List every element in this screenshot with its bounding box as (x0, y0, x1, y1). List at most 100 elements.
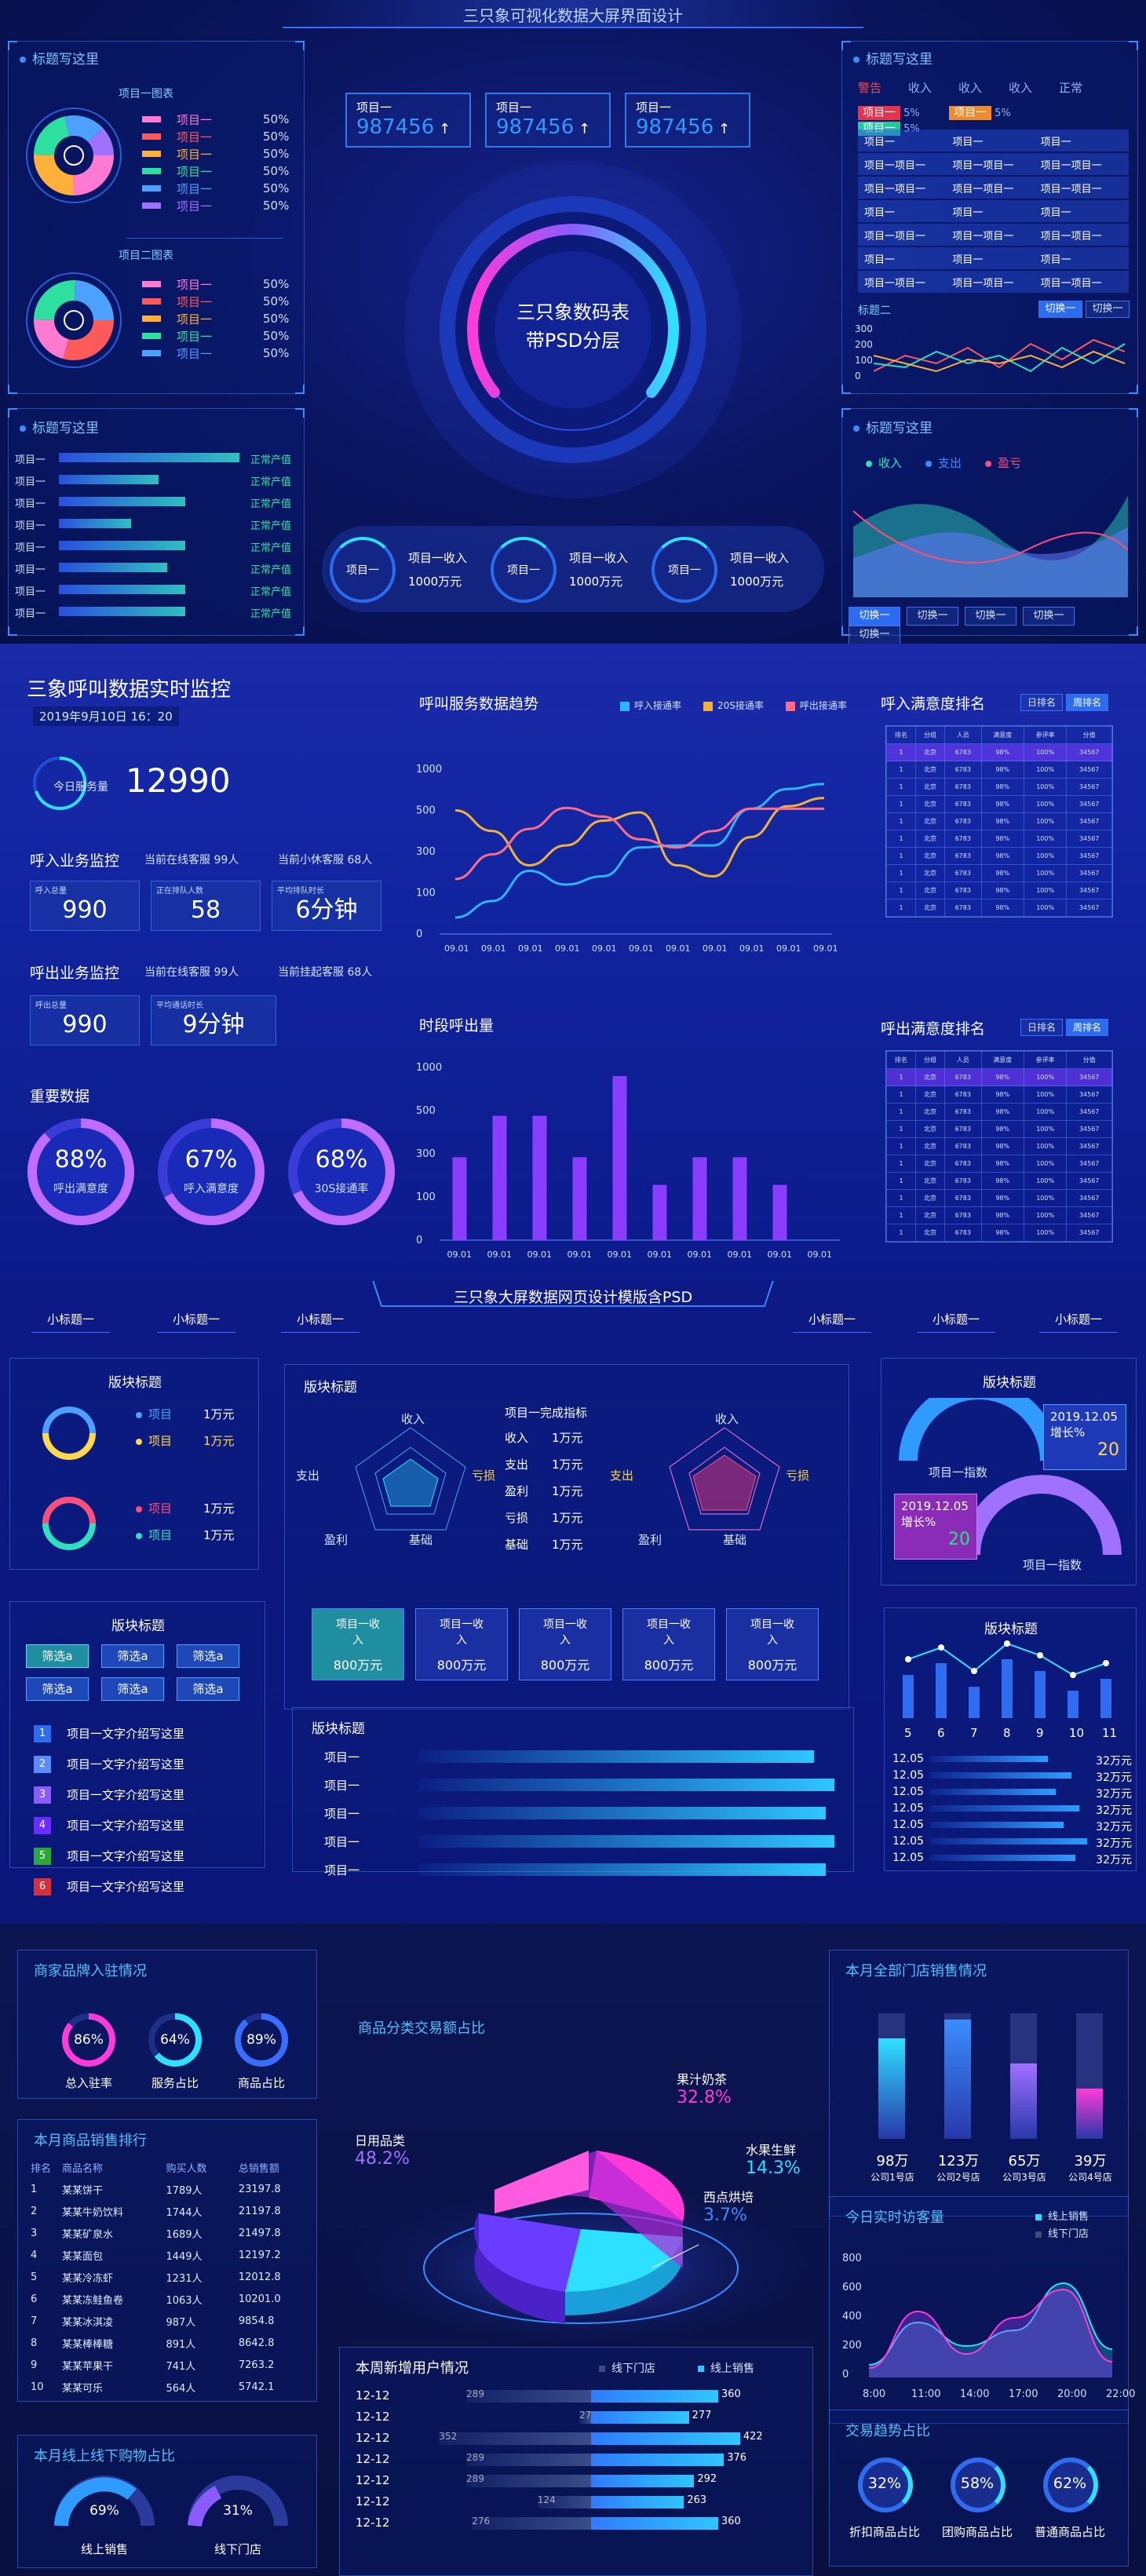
store-title: 本月全部门店销售情况 (845, 1963, 987, 1979)
switch-tab[interactable]: 切换一 (849, 626, 900, 644)
rank-row[interactable]: 1 北京 6783 98% 100% 34567 (886, 1172, 1112, 1190)
sales-cell: 8 (31, 2337, 38, 2349)
legend-label: 呼入接通率 (634, 700, 682, 711)
ring-pct: 64% (160, 2032, 190, 2048)
filter-button[interactable]: 筛选a (101, 1644, 164, 1668)
alarm-header-cell: 收入 (1009, 81, 1033, 95)
switch-tab[interactable]: 切换一 (849, 607, 900, 626)
income-box[interactable]: 项目一收入 800万元 (519, 1608, 611, 1680)
switch-tab[interactable]: 切换一 (1023, 607, 1075, 626)
subtitle-tab[interactable]: 小标题一 (281, 1311, 359, 1333)
rank-cell: 6783 (944, 881, 982, 899)
radar-chart-1 (355, 1427, 466, 1531)
filter-button[interactable]: 筛选a (177, 1644, 239, 1668)
rank-row[interactable]: 1 北京 6783 98% 100% 34567 (886, 1189, 1112, 1207)
radar-row-value: 1万元 (552, 1511, 583, 1525)
income-box[interactable]: 项目一收入 800万元 (312, 1608, 404, 1680)
bar-status: 正常产值 (250, 564, 292, 576)
sales-cell: 某某可乐 (62, 2382, 104, 2395)
intro-list-item[interactable]: 1 项目一文字介绍写这里 (34, 1718, 184, 1749)
rank-row[interactable]: 1 北京 6783 98% 100% 34567 (886, 812, 1112, 830)
switch-button[interactable]: 切换一 (1038, 301, 1082, 318)
rank-row[interactable]: 1 北京 6783 98% 100% 34567 (886, 830, 1112, 848)
alarm-header-cell: 收入 (958, 81, 983, 95)
kpi-value: 987456 (356, 115, 435, 139)
alarm-table: 项目一 项目一 项目一 项目一项目一 项目一项目一 项目一项目一 项目一项目一 项目一项目一项… (858, 130, 1129, 294)
sales-row[interactable]: 6 某某冻鲑鱼卷 1063人 10201.0 (27, 2288, 310, 2310)
rank-row[interactable]: 1 北京 6783 98% 100% 34567 (886, 1068, 1112, 1086)
rank-row[interactable]: 1 北京 6783 98% 100% 34567 (886, 743, 1112, 761)
filter-button[interactable]: 筛选a (26, 1644, 89, 1668)
x-tick: 09.01 (739, 943, 765, 954)
dashboard-section-2: 三象呼叫数据实时监控 2019年9月10日 16：20 今日服务量 12990 … (0, 644, 1146, 1279)
sales-cell: 某某牛奶饮料 (62, 2206, 124, 2219)
date-value: 32万元 (1096, 1854, 1132, 1866)
rank-row[interactable]: 1 北京 6783 98% 100% 34567 (886, 761, 1112, 779)
rank-row[interactable]: 1 北京 6783 98% 100% 34567 (886, 1206, 1112, 1224)
sales-row[interactable]: 2 某某牛奶饮料 1744人 21197.8 (27, 2200, 310, 2222)
date-value: 32万元 (1096, 1755, 1132, 1768)
area-chart (853, 495, 1128, 597)
switch-button[interactable]: 切换一 (1086, 301, 1130, 318)
intro-list-item[interactable]: 6 项目一文字介绍写这里 (34, 1871, 184, 1902)
sales-row[interactable]: 1 某某饼干 1789人 23197.8 (27, 2178, 310, 2200)
income-box[interactable]: 项目一收入 800万元 (415, 1608, 508, 1680)
legend-label: 呼出接通率 (799, 700, 847, 711)
filter-button[interactable]: 筛选a (26, 1677, 89, 1701)
subtitle-tab[interactable]: 小标题一 (917, 1311, 995, 1333)
date-label: 12.05 (892, 1802, 925, 1815)
metric-box: 呼出总量 990 (30, 995, 140, 1045)
filter-button[interactable]: 筛选a (177, 1677, 239, 1701)
intro-list-item[interactable]: 5 项目一文字介绍写这里 (34, 1841, 184, 1871)
rank-row[interactable]: 1 北京 6783 98% 100% 34567 (886, 1137, 1112, 1155)
rank-row[interactable]: 1 北京 6783 98% 100% 34567 (886, 1120, 1112, 1138)
rank-row[interactable]: 1 北京 6783 98% 100% 34567 (886, 881, 1112, 899)
rank-cell: 100% (1023, 1137, 1068, 1155)
sales-row[interactable]: 7 某某冰淇凌 987人 9854.8 (27, 2310, 310, 2332)
alarm-tag[interactable]: 项目一 (858, 122, 900, 136)
alarm-cell: 项目一项目一 (952, 159, 1014, 172)
filter-button[interactable]: 筛选a (101, 1677, 164, 1701)
subtitle-tab[interactable]: 小标题一 (793, 1311, 871, 1333)
sales-row[interactable]: 3 某某矿泉水 1689人 21497.8 (27, 2222, 310, 2244)
sales-row[interactable]: 8 某某棒棒糖 891人 8642.8 (27, 2332, 310, 2354)
intro-list-item[interactable]: 2 项目一文字介绍写这里 (34, 1749, 184, 1779)
week-rank-tab[interactable]: 周排名 (1066, 694, 1108, 711)
area-panel: 标题写这里 收入 支出 盈亏 切换一 切换一 切换一 切换一切换一 (841, 408, 1138, 644)
rank-row[interactable]: 1 北京 6783 98% 100% 34567 (886, 899, 1112, 917)
rank-row[interactable]: 1 北京 6783 98% 100% 34567 (886, 795, 1112, 813)
sales-row[interactable]: 4 某某面包 1449人 12197.2 (27, 2244, 310, 2266)
income-box[interactable]: 项目一收入 800万元 (622, 1608, 715, 1680)
gauge-dial (404, 161, 742, 498)
online-value: 263 (687, 2494, 707, 2506)
rank-row[interactable]: 1 北京 6783 98% 100% 34567 (886, 864, 1112, 882)
rank-row[interactable]: 1 北京 6783 98% 100% 34567 (886, 1103, 1112, 1121)
block-title: 版块标题 (108, 1375, 162, 1391)
rank-row[interactable]: 1 北京 6783 98% 100% 34567 (886, 778, 1112, 796)
switch-tab[interactable]: 切换一 (965, 607, 1016, 626)
intro-list-item[interactable]: 3 项目一文字介绍写这里 (34, 1779, 184, 1810)
status-bar-row: 项目一 正常产值 (15, 580, 297, 602)
rank-row[interactable]: 1 北京 6783 98% 100% 34567 (886, 1155, 1112, 1173)
sales-row[interactable]: 5 某某冷冻虾 1231人 12012.8 (27, 2266, 310, 2288)
day-rank-tab[interactable]: 日排名 (1020, 1019, 1063, 1036)
alarm-tag[interactable]: 项目一 (949, 106, 991, 120)
sales-row[interactable]: 9 某某苹果干 741人 7263.2 (27, 2354, 310, 2376)
ring-value: 1000万元 (730, 575, 784, 589)
rank-row[interactable]: 1 北京 6783 98% 100% 34567 (886, 847, 1112, 865)
switch-tab[interactable]: 切换一 (907, 607, 958, 626)
rank-cell: 北京 (915, 743, 945, 761)
day-rank-tab[interactable]: 日排名 (1020, 694, 1063, 711)
income-box[interactable]: 项目一收入 800万元 (726, 1608, 819, 1680)
rank-row[interactable]: 1 北京 6783 98% 100% 34567 (886, 1224, 1112, 1242)
alarm-tag[interactable]: 项目一 (858, 106, 900, 120)
rank-row[interactable]: 1 北京 6783 98% 100% 34567 (886, 1085, 1112, 1104)
subtitle-tab[interactable]: 小标题一 (157, 1311, 235, 1333)
intro-list-item[interactable]: 4 项目一文字介绍写这里 (34, 1810, 184, 1841)
week-rank-tab[interactable]: 周排名 (1066, 1019, 1108, 1036)
radar-table-title: 项目一完成指标 (505, 1406, 588, 1420)
subtitle-tab[interactable]: 小标题一 (1039, 1311, 1118, 1333)
y-tick: 0 (842, 2369, 849, 2381)
sales-row[interactable]: 10 某某可乐 564人 5742.1 (27, 2376, 310, 2398)
subtitle-tab[interactable]: 小标题一 (31, 1311, 110, 1333)
